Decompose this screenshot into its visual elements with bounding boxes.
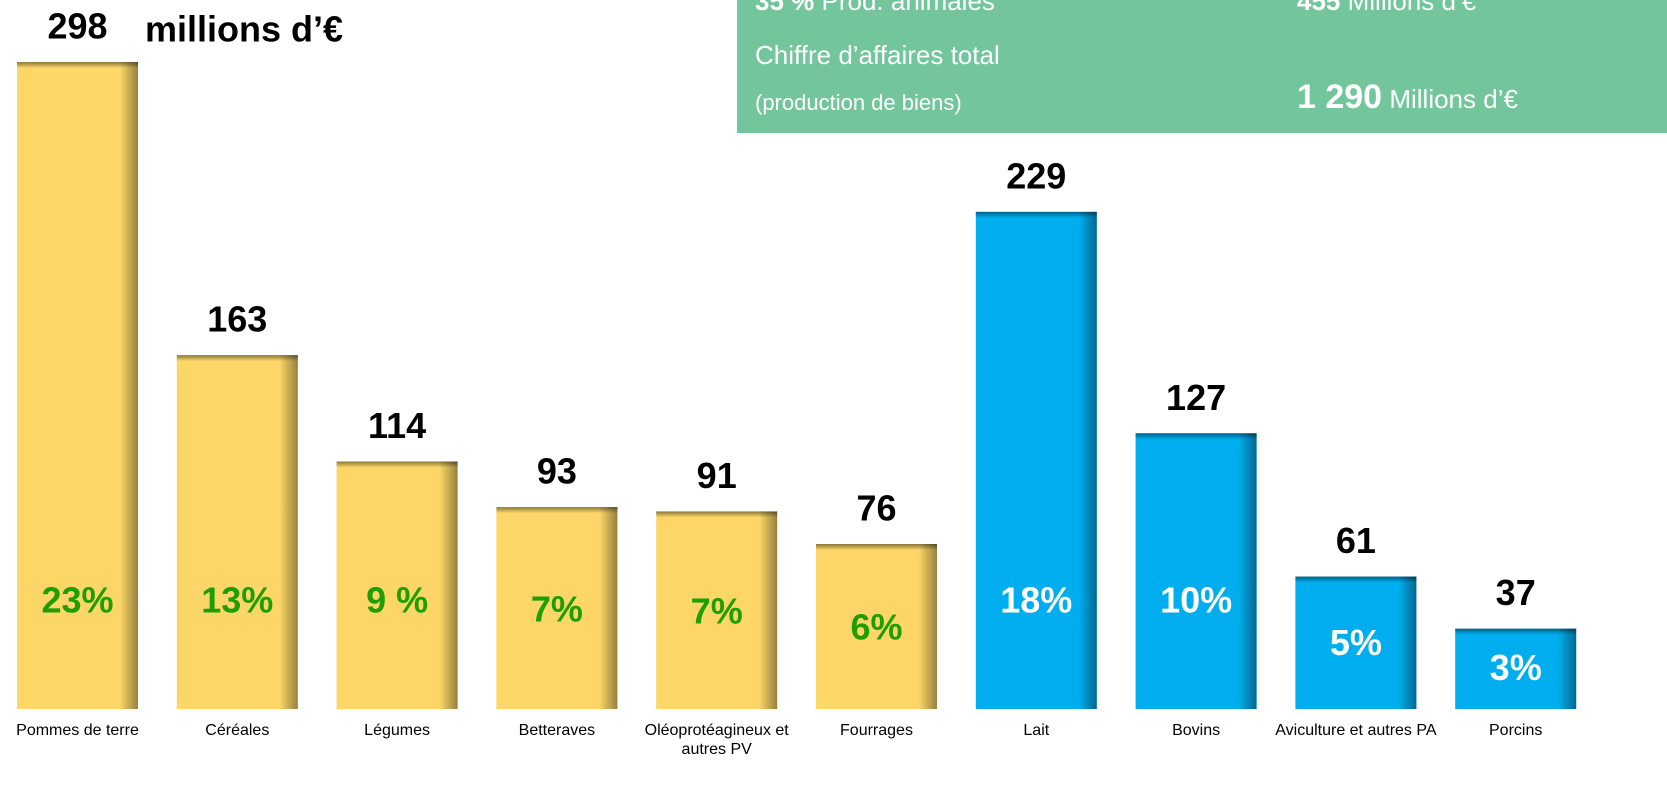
value-label: 76: [856, 488, 896, 529]
bar-shade: [176, 355, 298, 709]
box-unit: Millions d’€: [1389, 84, 1518, 114]
x-tick-label: Porcins: [1489, 722, 1543, 739]
bar-shade: [1295, 576, 1417, 583]
share-label: 3%: [1490, 647, 1542, 688]
bar-shade: [656, 511, 778, 709]
bar-shade: [496, 507, 618, 514]
value-label: 93: [537, 451, 577, 492]
box-text: Prod. animales: [821, 0, 995, 16]
share-label: 23%: [41, 580, 113, 621]
x-tick-label: Oléoprotéagineux et autres PV: [644, 722, 789, 758]
bar-shade: [1455, 628, 1577, 635]
x-tick-label: Légumes: [364, 722, 430, 739]
box-unit: Millions d’€: [1347, 0, 1477, 16]
x-tick-label: Pommes de terre: [16, 722, 139, 739]
value-label: 298: [47, 6, 107, 47]
box-text: (production de biens): [755, 90, 962, 115]
unit-title: millions d’€: [145, 9, 343, 50]
x-tick-label: Lait: [1023, 722, 1050, 739]
bar-shade: [496, 507, 618, 709]
box-line: 1 290 Millions d’€: [1297, 78, 1518, 117]
x-tick-label: Aviculture et autres PA: [1275, 722, 1437, 739]
value-label: 114: [368, 405, 426, 446]
value-label: 163: [207, 299, 267, 340]
share-label: 6%: [850, 606, 902, 647]
bar-shade: [816, 544, 937, 709]
share-label: 10%: [1160, 580, 1232, 621]
share-label: 5%: [1330, 622, 1382, 663]
x-tick-label: Betteraves: [518, 722, 596, 739]
bar-shade: [336, 461, 458, 468]
value-label: 91: [697, 455, 737, 496]
bar-shade: [975, 211, 1097, 709]
box-pct: 35 %: [755, 0, 815, 16]
bar-shade: [17, 62, 138, 710]
share-label: 7%: [691, 591, 743, 632]
value-label: 127: [1166, 377, 1226, 418]
bar-shade: [1135, 433, 1257, 709]
bar-shade: [176, 355, 298, 362]
box-amount: 455: [1297, 0, 1341, 16]
share-label: 13%: [201, 580, 273, 621]
bar-shade: [17, 62, 138, 69]
share-label: 7%: [531, 589, 583, 630]
value-label: 37: [1496, 572, 1536, 613]
bar-shade: [1455, 628, 1577, 709]
bar-shade: [975, 211, 1097, 218]
x-tick-label: Céréales: [205, 722, 270, 739]
box-line: 455 Millions d’€: [1297, 0, 1476, 17]
x-tick-label: Bovins: [1172, 722, 1221, 739]
box-line: 35 % Prod. animales: [755, 0, 995, 17]
x-tick-label: Fourrages: [840, 722, 913, 739]
box-amount: 1 290: [1297, 78, 1383, 116]
bar-shade: [1295, 576, 1417, 709]
box-text: Chiffre d’affaires total: [755, 40, 1000, 70]
bar-shade: [656, 511, 778, 518]
value-label: 61: [1336, 520, 1376, 561]
value-label: 229: [1006, 155, 1066, 196]
summary-box: 35 % Prod. animales 455 Millions d’€ Chi…: [737, 0, 1667, 133]
bar-shade: [336, 461, 458, 709]
bar-shade: [1135, 433, 1257, 440]
share-label: 18%: [1000, 580, 1072, 621]
share-label: 9 %: [366, 580, 428, 621]
bar-shade: [816, 544, 937, 551]
